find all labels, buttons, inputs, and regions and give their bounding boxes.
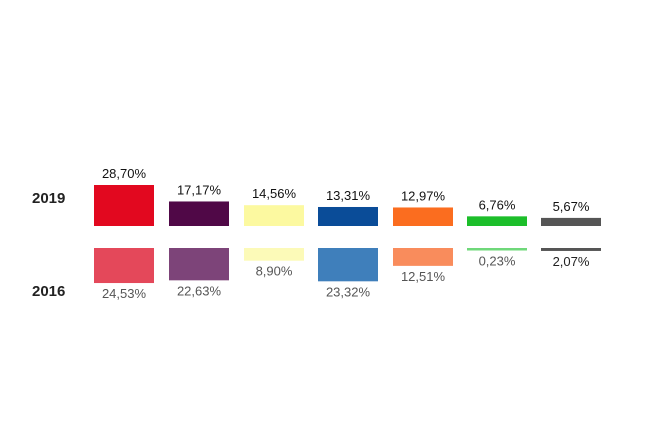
data-label-2019: 6,76% (479, 197, 516, 212)
data-label-2016: 2,07% (553, 254, 590, 269)
bar-2016 (94, 248, 154, 284)
data-label-2019: 13,31% (326, 188, 371, 203)
bar-2016 (318, 248, 378, 282)
data-label-2019: 14,56% (252, 186, 297, 201)
bar-2016 (244, 248, 304, 261)
bar-2019 (393, 207, 453, 226)
bar-2016 (169, 248, 229, 281)
data-label-2019: 12,97% (401, 188, 446, 203)
bar-2019 (169, 201, 229, 226)
year-label-2019: 2019 (32, 190, 65, 207)
data-label-2016: 22,63% (177, 283, 222, 298)
data-label-2016: 0,23% (479, 254, 516, 269)
data-label-2016: 12,51% (401, 269, 446, 284)
data-label-2019: 17,17% (177, 182, 222, 197)
data-label-2019: 5,67% (553, 199, 590, 214)
data-label-2019: 28,70% (102, 166, 147, 181)
bar-2016 (541, 248, 601, 251)
bar-2016 (393, 248, 453, 266)
bar-2019 (244, 205, 304, 226)
bars-2016: 24,53% 22,63% 8,90% 23,32% 12,51% 0,23% 2,07% (94, 248, 601, 301)
year-label-2016: 2016 (32, 283, 65, 300)
data-label-2016: 24,53% (102, 286, 147, 301)
bar-2019 (94, 185, 154, 226)
bar-2019 (541, 217, 601, 226)
data-label-2016: 8,90% (256, 264, 293, 279)
data-label-2016: 23,32% (326, 284, 371, 299)
bar-2016 (467, 248, 527, 251)
bars-2019: 28,70% 17,17% 14,56% 13,31% 12,97% 6,76% 5,67% (94, 166, 601, 226)
bar-2019 (467, 216, 527, 226)
bar-2019 (318, 206, 378, 226)
